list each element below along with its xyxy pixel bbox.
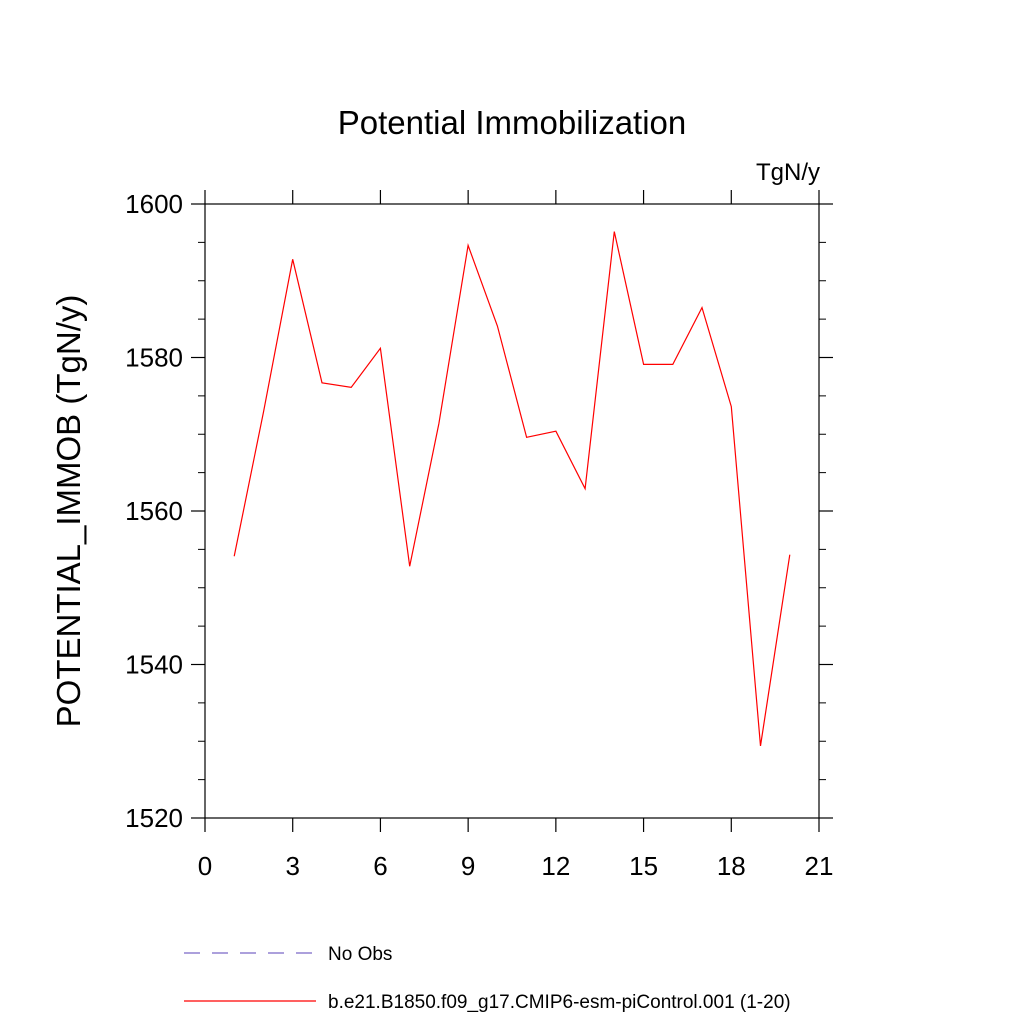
units-label: TgN/y	[756, 159, 820, 186]
y-tick-label: 1540	[125, 650, 183, 680]
legend-label: No Obs	[328, 944, 392, 965]
chart-title: Potential Immobilization	[338, 104, 687, 141]
plot-frame	[204, 203, 820, 819]
x-tick-label: 12	[541, 851, 570, 881]
x-tick-label: 9	[461, 851, 475, 881]
y-tick-label: 1580	[125, 343, 183, 373]
y-tick-label: 1560	[125, 496, 183, 526]
legend-label: b.e21.B1850.f09_g17.CMIP6-esm-piControl.…	[328, 992, 791, 1013]
x-tick-label: 15	[629, 851, 658, 881]
legend: No Obs b.e21.B1850.f09_g17.CMIP6-esm-piCo…	[184, 944, 791, 1013]
x-tick-label: 18	[717, 851, 746, 881]
y-axis-label: POTENTIAL_IMMOB (TgN/y)	[50, 295, 87, 728]
x-tick-label: 6	[373, 851, 387, 881]
x-tick-label: 0	[198, 851, 212, 881]
x-tick-label: 3	[285, 851, 299, 881]
y-tick-label: 1520	[125, 803, 183, 833]
series-line	[233, 231, 791, 746]
series-group	[233, 231, 791, 746]
tick-labels: 0 3 6 9 12 15 18 21 1520 1540 1560 1580 1600	[125, 189, 833, 881]
y-tick-label: 1600	[125, 189, 183, 219]
axis-ticks	[191, 190, 833, 832]
x-tick-label: 21	[805, 851, 834, 881]
